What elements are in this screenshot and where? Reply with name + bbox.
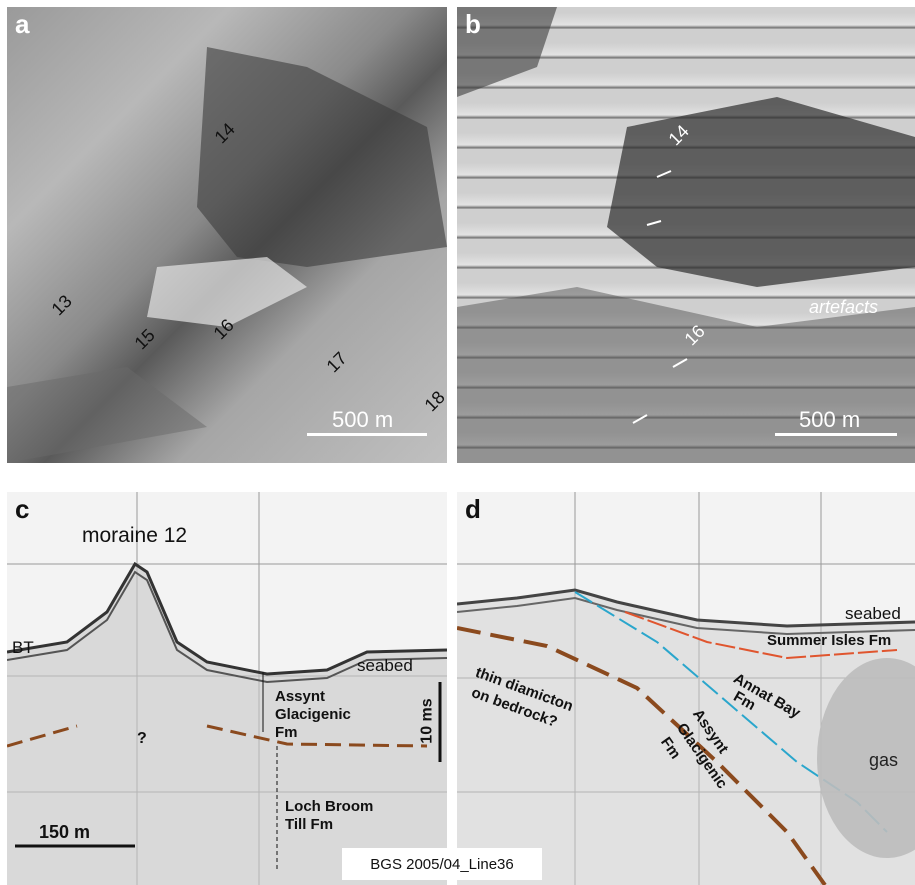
summer-isles-label: Summer Isles Fm <box>767 632 892 649</box>
question-mark: ? <box>137 730 147 747</box>
panel-b-backscatter: b 14 16 artefacts 500 m <box>457 7 915 463</box>
panel-a-letter: a <box>15 9 30 39</box>
bt-label: BT <box>12 638 34 657</box>
vertical-scale-label: 10 ms <box>418 698 436 744</box>
assynt-line-2: Glacigenic <box>275 706 351 723</box>
panel-c-seismic-profile: c moraine 12 BT seabed ? Assynt Glacigen… <box>7 492 447 885</box>
panel-c-letter: c <box>15 494 30 524</box>
panel-d-seismic-profile: d seabed Summer Isles Fm Annat Bay Fm As… <box>457 492 915 885</box>
scale-label: 500 m <box>332 407 394 432</box>
assynt-line-3: Fm <box>275 724 298 741</box>
panel-b-letter: b <box>465 9 481 39</box>
panel-d-letter: d <box>465 494 481 524</box>
figure-caption: BGS 2005/04_Line36 <box>342 848 542 880</box>
relief-shading <box>7 47 447 463</box>
scale-bar <box>775 433 897 436</box>
seismic-d-graphic <box>457 492 915 885</box>
moraine-title: moraine 12 <box>82 524 188 547</box>
seismic-c-graphic <box>7 492 447 885</box>
loch-line-1: Loch Broom <box>285 798 374 815</box>
horizontal-scale-label: 150 m <box>39 822 91 842</box>
seabed-label: seabed <box>357 656 413 675</box>
artefacts-label: artefacts <box>809 297 879 317</box>
assynt-line-1: Assynt <box>275 688 326 705</box>
gas-label: gas <box>869 750 899 770</box>
loch-line-2: Till Fm <box>285 816 334 833</box>
seabed-label: seabed <box>845 604 901 623</box>
scale-bar <box>307 433 427 436</box>
scale-label: 500 m <box>799 407 861 432</box>
backscatter-dark-patches <box>457 7 915 463</box>
panel-a-shaded-relief: a 14 13 15 16 17 18 500 m <box>7 7 447 463</box>
